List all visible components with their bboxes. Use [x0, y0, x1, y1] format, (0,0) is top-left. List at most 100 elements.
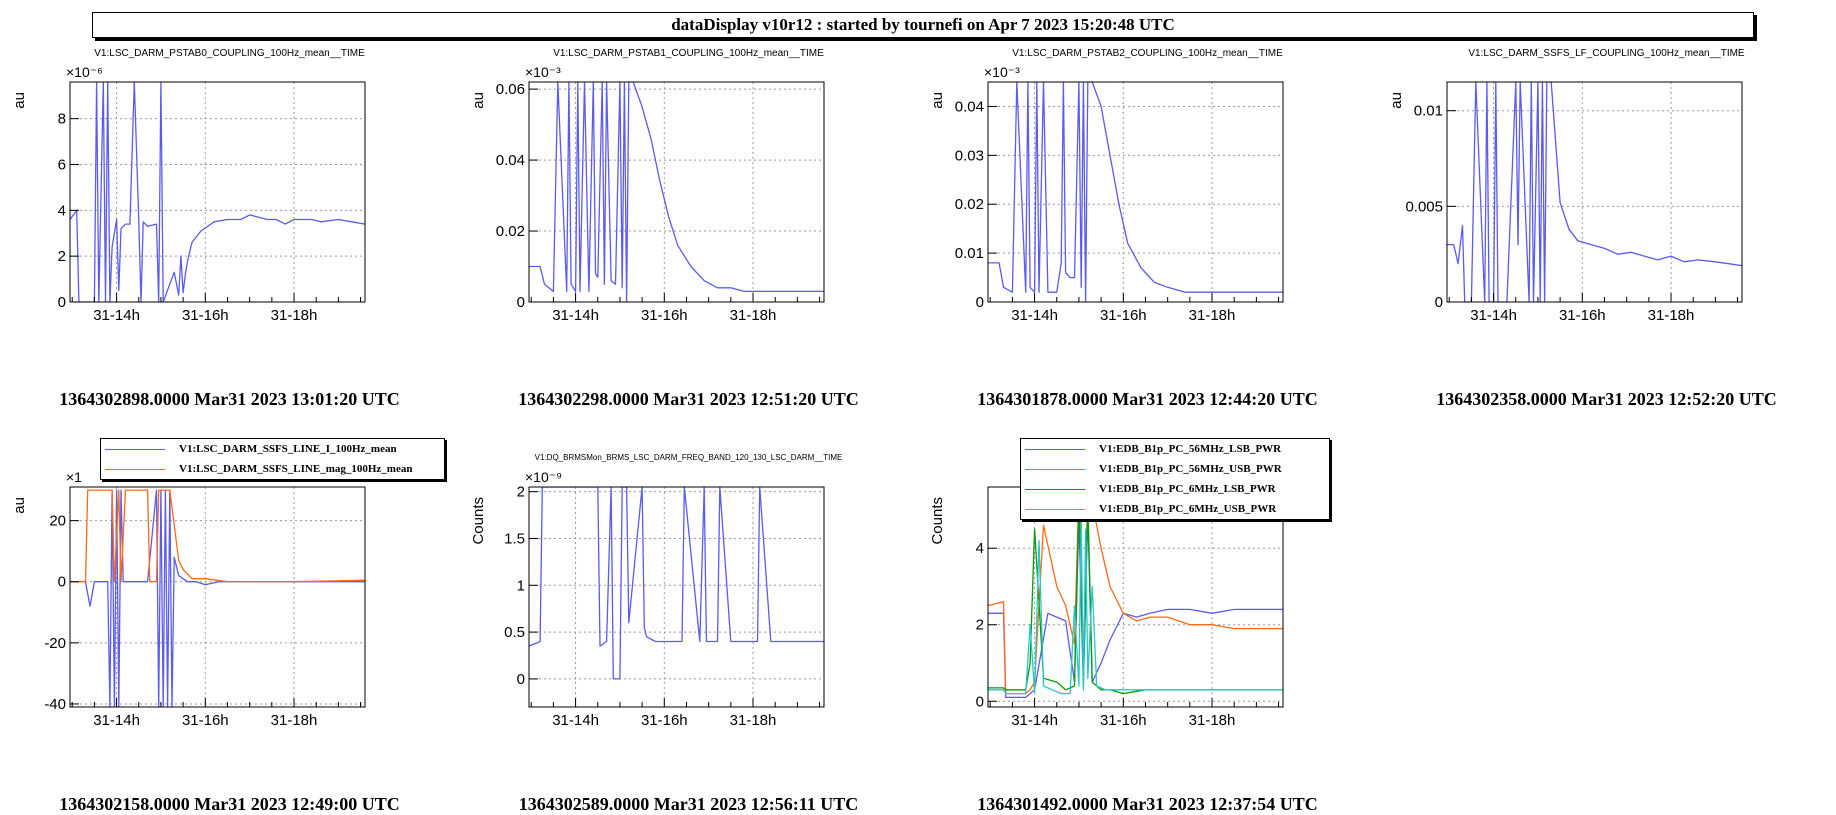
y-tick-label: 4 [58, 202, 66, 219]
series-line [70, 489, 365, 707]
y-tick-label: 0 [976, 693, 984, 710]
legend-label: V1:LSC_DARM_SSFS_LINE_I_100Hz_mean [179, 443, 397, 455]
plot-area [529, 82, 824, 303]
series-group [988, 82, 1283, 302]
x-tick-label: 31-14h [1011, 307, 1058, 324]
plot-legend: V1:LSC_DARM_SSFS_LINE_I_100Hz_mean V1:LS… [100, 438, 445, 480]
y-tick-label: 0 [1435, 294, 1443, 311]
y-exponent-label: ×1 [66, 469, 82, 485]
series-line [70, 82, 365, 302]
legend-label: V1:EDB_B1p_PC_56MHz_USB_PWR [1099, 463, 1282, 475]
legend-label: V1:EDB_B1p_PC_6MHz_USB_PWR [1099, 503, 1277, 515]
plot-title: V1:DQ_BRMSMon_BRMS_LSC_DARM_FREQ_BAND_12… [534, 453, 843, 462]
series-line [529, 82, 824, 302]
y-tick-label: 8 [58, 111, 66, 128]
legend-entry: V1:EDB_B1p_PC_56MHz_LSB_PWR [1025, 439, 1281, 459]
legend-entry: V1:EDB_B1p_PC_6MHz_LSB_PWR [1025, 479, 1276, 499]
x-tick-label: 31-16h [641, 712, 688, 729]
y-tick-label: 0 [58, 294, 66, 311]
y-tick-label: -40 [44, 696, 66, 713]
plot-canvas[interactable]: 31-14h 31-16h 31-18h 0 0.02 0.04 0.06 au ×10⁻³ [459, 0, 918, 405]
y-axis-label: au [929, 92, 946, 109]
series-line [1447, 82, 1742, 302]
y-tick-label: 0 [58, 574, 66, 591]
series-group [529, 82, 824, 302]
display-banner: dataDisplay v10r12 : started by tournefi… [92, 12, 1754, 38]
legend-entry: V1:EDB_B1p_PC_56MHz_USB_PWR [1025, 459, 1282, 479]
plot-canvas[interactable]: 31-14h 31-16h 31-18h 0 2 4 Counts [918, 405, 1377, 810]
plot-canvas[interactable]: 31-14h 31-16h 31-18h 0 0.01 0.02 0.03 0.04 au ×10… [918, 0, 1377, 405]
x-tick-label: 31-14h [93, 307, 140, 324]
y-tick-label: 0.02 [955, 196, 984, 213]
y-tick-label: -20 [44, 635, 66, 652]
plot-panel-3: V1:LSC_DARM_SSFS_LF_COUPLING_100Hz_mean_… [1377, 0, 1836, 409]
y-tick-label: 0.04 [496, 152, 525, 169]
x-tick-label: 31-16h [182, 307, 229, 324]
x-tick-label: 31-14h [1470, 307, 1517, 324]
plot-title: V1:LSC_DARM_SSFS_LF_COUPLING_100Hz_mean_… [1468, 48, 1745, 59]
plot-area [988, 82, 1283, 303]
y-tick-label: 4 [976, 540, 984, 557]
x-tick-label: 31-16h [182, 712, 229, 729]
y-tick-label: 0.04 [955, 98, 984, 115]
x-tick-label: 31-16h [1100, 712, 1147, 729]
plot-canvas[interactable]: 31-14h 31-16h 31-18h -40 -20 0 20 au ×1 [0, 405, 459, 810]
plot-panel-5: V1:DQ_BRMSMon_BRMS_LSC_DARM_FREQ_BAND_12… [459, 405, 918, 814]
y-exponent-label: ×10⁻³ [525, 64, 561, 80]
plot-frame [528, 81, 825, 303]
x-tick-label: 31-16h [641, 307, 688, 324]
y-axis-label: au [11, 92, 28, 109]
x-tick-label: 31-14h [552, 307, 599, 324]
plot-panel-6: 31-14h 31-16h 31-18h 0 2 4 Counts V1:EDB_B1p_P… [918, 405, 1377, 814]
x-tick-label: 31-16h [1559, 307, 1606, 324]
x-tick-label: 31-18h [1189, 712, 1236, 729]
legend-swatch [1025, 448, 1085, 450]
series-group [529, 487, 824, 680]
y-axis-label: Counts [929, 497, 946, 545]
series-group [1447, 82, 1742, 302]
legend-entry: V1:LSC_DARM_SSFS_LINE_I_100Hz_mean [105, 439, 397, 459]
plot-canvas[interactable]: 31-14h 31-16h 31-18h 0 2 4 6 8 au ×10⁻⁶ [0, 0, 459, 405]
y-axis-label: Counts [470, 497, 487, 545]
plot-timestamp: 1364302589.0000 Mar31 2023 12:56:11 UTC [518, 794, 859, 814]
y-tick-label: 0 [517, 294, 525, 311]
legend-label: V1:EDB_B1p_PC_6MHz_LSB_PWR [1099, 483, 1276, 495]
y-tick-label: 6 [58, 157, 66, 174]
series-group [70, 82, 365, 302]
series-group [70, 489, 365, 707]
plot-frame [69, 81, 366, 303]
x-tick-label: 31-18h [1648, 307, 1695, 324]
plot-panel-2: V1:LSC_DARM_PSTAB2_COUPLING_100Hz_mean__… [918, 0, 1377, 409]
x-tick-label: 31-18h [730, 307, 777, 324]
y-tick-label: 0 [976, 294, 984, 311]
plot-panel-1: V1:LSC_DARM_PSTAB1_COUPLING_100Hz_mean__… [459, 0, 918, 409]
series-line [70, 489, 365, 583]
series-group [988, 490, 1283, 699]
legend-swatch [105, 448, 165, 450]
y-tick-label: 0 [517, 671, 525, 688]
plot-legend: V1:EDB_B1p_PC_56MHz_LSB_PWR V1:EDB_B1p_P… [1020, 438, 1330, 520]
plot-canvas[interactable]: 31-14h 31-16h 31-18h 0 0.005 0.01 au [1377, 0, 1836, 405]
x-tick-label: 31-18h [271, 307, 318, 324]
legend-entry: V1:EDB_B1p_PC_6MHz_USB_PWR [1025, 499, 1276, 519]
y-axis-label: au [1388, 92, 1405, 109]
plot-timestamp: 1364302298.0000 Mar31 2023 12:51:20 UTC [518, 389, 859, 409]
x-tick-label: 31-14h [93, 712, 140, 729]
x-tick-label: 31-18h [730, 712, 777, 729]
plot-panel-4: 31-14h 31-16h 31-18h -40 -20 0 20 au ×1 V1:LSC_D… [0, 405, 459, 814]
y-tick-label: 2 [58, 248, 66, 265]
plot-area [70, 82, 365, 303]
y-axis-label: au [11, 497, 28, 514]
plot-area [529, 487, 824, 707]
plot-area [988, 487, 1283, 707]
plot-frame [528, 486, 825, 708]
legend-entry: V1:LSC_DARM_SSFS_LINE_mag_100Hz_mean [105, 459, 412, 479]
y-exponent-label: ×10⁻³ [984, 64, 1020, 80]
y-exponent-label: ×10⁻⁶ [66, 64, 103, 80]
y-axis-label: au [470, 92, 487, 109]
y-tick-label: 1 [517, 577, 525, 594]
plot-frame [987, 81, 1284, 303]
plot-canvas[interactable]: 31-14h 31-16h 31-18h 0 0.5 1 1.5 2 Counts ×10⁻⁹ [459, 405, 918, 810]
x-tick-label: 31-14h [552, 712, 599, 729]
legend-label: V1:LSC_DARM_SSFS_LINE_mag_100Hz_mean [179, 463, 413, 475]
